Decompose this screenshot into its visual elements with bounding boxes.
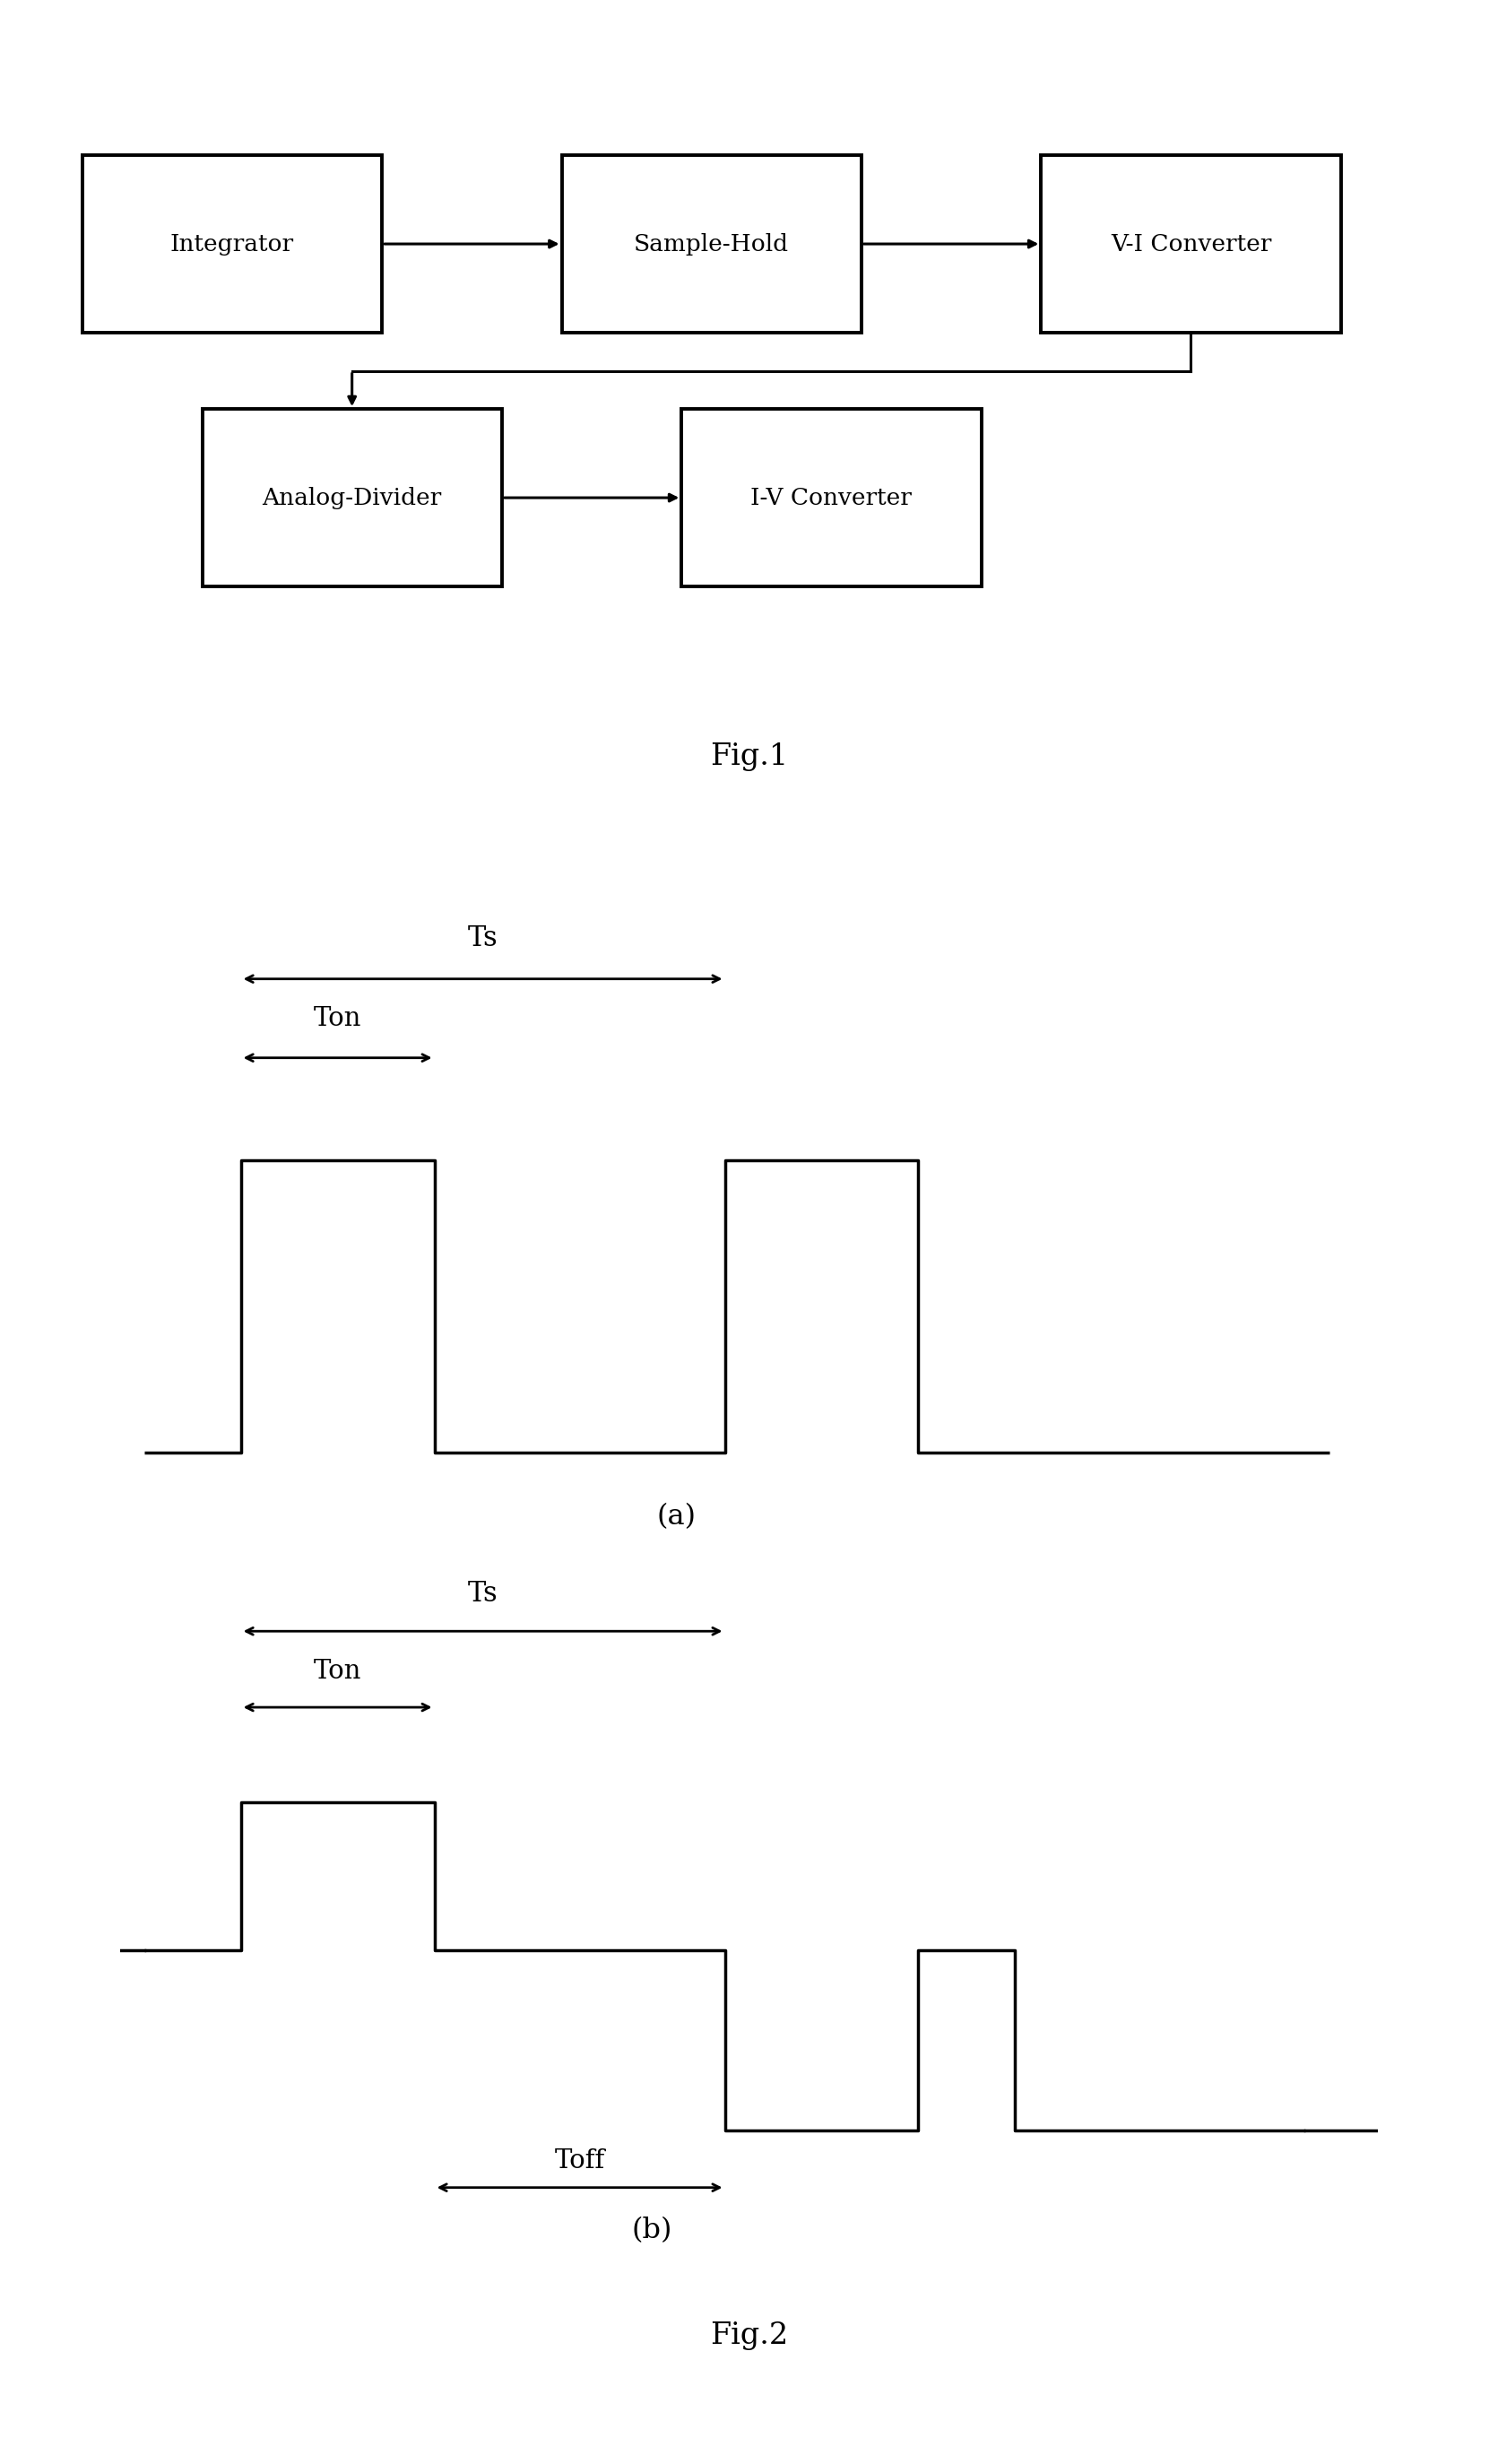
Text: (a): (a) bbox=[656, 1503, 697, 1530]
FancyBboxPatch shape bbox=[202, 409, 502, 586]
Text: Sample-Hold: Sample-Hold bbox=[634, 232, 789, 256]
Text: Fig.1: Fig.1 bbox=[710, 742, 788, 771]
Text: Fig.2: Fig.2 bbox=[710, 2321, 788, 2351]
FancyBboxPatch shape bbox=[1041, 155, 1341, 333]
Text: (b): (b) bbox=[632, 2218, 673, 2245]
Text: Toff: Toff bbox=[554, 2149, 605, 2173]
Text: Integrator: Integrator bbox=[171, 232, 294, 256]
FancyBboxPatch shape bbox=[562, 155, 861, 333]
Text: V-I Converter: V-I Converter bbox=[1110, 232, 1272, 256]
Text: I-V Converter: I-V Converter bbox=[750, 485, 912, 510]
FancyBboxPatch shape bbox=[82, 155, 382, 333]
FancyBboxPatch shape bbox=[682, 409, 981, 586]
Text: Analog-Divider: Analog-Divider bbox=[262, 485, 442, 510]
Text: Ton: Ton bbox=[313, 1658, 361, 1683]
Text: Ts: Ts bbox=[467, 1579, 497, 1607]
Text: Ton: Ton bbox=[313, 1005, 361, 1032]
Text: Ts: Ts bbox=[467, 924, 497, 954]
